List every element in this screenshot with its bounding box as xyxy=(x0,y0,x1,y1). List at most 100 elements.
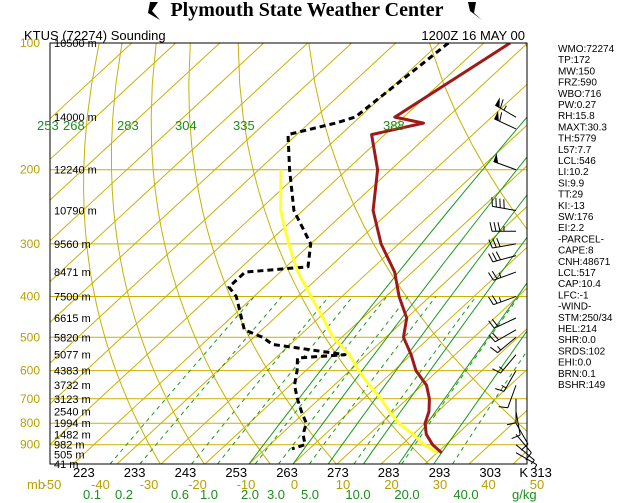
wind-barb xyxy=(488,329,517,343)
mixing-ratio-line xyxy=(139,296,283,464)
wind-barb xyxy=(515,422,529,451)
parcel-profile-line xyxy=(279,169,438,454)
pressure-tick-label: 100 xyxy=(20,36,40,50)
mixing-ratio-unit-label: g/kg xyxy=(512,487,537,502)
wind-barb-half-flag xyxy=(498,272,502,278)
wind-barb-flag xyxy=(511,434,521,440)
wind-barb-flag xyxy=(497,222,501,232)
height-label: 2540 m xyxy=(54,406,91,418)
moist-adiabat-line xyxy=(248,116,527,464)
moist-adiabat-line xyxy=(362,236,527,464)
moist-adiabat-line xyxy=(433,330,527,464)
wind-barb-staff xyxy=(515,444,535,461)
wind-barb xyxy=(488,317,517,329)
wind-barb xyxy=(493,153,517,171)
plot-frame xyxy=(49,42,528,465)
mixing-ratio-tick-label: 20.0 xyxy=(394,487,419,502)
index-line: CNH:48671 xyxy=(558,257,611,268)
isotherm-line xyxy=(50,43,309,283)
wind-barb-flag xyxy=(491,252,498,262)
mixing-ratio-tick-label: 40.0 xyxy=(453,487,478,502)
mixing-ratio-tick-label: 0.2 xyxy=(115,487,133,502)
wind-barb-flag xyxy=(488,253,494,263)
height-label: 16500 m xyxy=(54,38,97,50)
wind-barb-flag xyxy=(520,443,529,451)
wind-barb-flag xyxy=(489,222,493,232)
wind-barb-staff xyxy=(515,452,538,466)
pressure-tick-label: 700 xyxy=(20,392,40,406)
wind-barb-flag xyxy=(491,295,498,304)
index-line: STM:250/34 xyxy=(558,313,613,324)
wind-barb-flag xyxy=(488,272,494,281)
wind-barb-flag xyxy=(498,406,508,409)
height-label: 1482 m xyxy=(54,429,91,441)
mixing-ratio-tick-label: 2.0 xyxy=(241,487,259,502)
dry-adiabat-line xyxy=(150,43,271,464)
pressure-unit-label: mb xyxy=(27,477,45,492)
isotherm-line xyxy=(50,43,221,201)
wind-barb xyxy=(491,197,517,212)
index-line: SHR:0.0 xyxy=(558,335,596,346)
isotherm-line xyxy=(50,43,441,405)
sounding-profiles xyxy=(227,43,511,454)
index-line: WBO:716 xyxy=(558,89,602,100)
wind-barb-flag xyxy=(496,237,501,247)
dry-adiabat-line xyxy=(308,43,527,432)
height-label: 12240 m xyxy=(54,165,97,177)
isotherm-line xyxy=(50,43,133,120)
index-line: -PARCEL- xyxy=(558,234,604,245)
isotherm-line xyxy=(292,246,527,464)
index-line: TT:29 xyxy=(558,190,583,201)
wind-barb-staff xyxy=(493,295,517,306)
index-line: TP:172 xyxy=(558,55,591,66)
wind-barb-pennant xyxy=(495,97,500,108)
height-label: 1994 m xyxy=(54,418,91,430)
theta-line-label: 388 xyxy=(383,118,405,133)
height-label: 8471 m xyxy=(54,267,91,279)
index-line: PW:0.27 xyxy=(558,100,597,111)
wind-barb xyxy=(506,398,517,426)
mixing-ratio-line xyxy=(278,296,409,464)
wind-barb-staff xyxy=(515,411,521,436)
index-line: MAXT:30.3 xyxy=(558,122,607,133)
wind-barb xyxy=(494,97,517,118)
wind-barb xyxy=(488,270,517,281)
mixing-ratio-line xyxy=(109,296,255,464)
pressure-tick-label: 200 xyxy=(20,163,40,177)
wind-barb-flag xyxy=(488,334,496,343)
index-line: -WIND- xyxy=(558,302,591,313)
temperature-tick-label: 40 xyxy=(481,477,495,492)
kelvin-tick-label: 283 xyxy=(378,465,400,480)
index-line: SRDS:102 xyxy=(558,346,606,357)
mixing-ratio-line xyxy=(217,296,354,464)
index-line: SI:9.9 xyxy=(558,178,585,189)
wind-barb xyxy=(492,354,517,374)
height-label: 14000 m xyxy=(54,112,97,124)
temperature-tick-label: 0 xyxy=(291,477,298,492)
pressure-tick-label: 800 xyxy=(20,416,40,430)
stability-indices-panel: WMO:72274TP:172MW:150FRZ:590WBO:716PW:0.… xyxy=(558,44,615,391)
wind-barb-half-flag xyxy=(533,464,538,470)
index-line: LFC:-1 xyxy=(558,290,589,301)
isotherm-line xyxy=(116,83,527,464)
sounding-time: 1200Z 16 MAY 00 xyxy=(421,28,525,43)
temperature-tick-label: 30 xyxy=(433,477,447,492)
wind-barb-staff xyxy=(507,385,517,408)
temperature-tick-label: 50 xyxy=(530,477,544,492)
index-line: WMO:72274 xyxy=(558,44,615,55)
wind-barb-flag xyxy=(488,296,494,305)
temperature-tick-label: -30 xyxy=(140,477,159,492)
wind-barb-half-flag xyxy=(498,297,502,303)
pressure-tick-label: 400 xyxy=(20,289,40,303)
temperature-tick-label: -40 xyxy=(91,477,110,492)
wind-barb-flag xyxy=(499,99,504,109)
index-line: MW:150 xyxy=(558,66,595,77)
mixing-ratio-line xyxy=(254,296,388,464)
index-line: BSHR:149 xyxy=(558,380,606,391)
isotherm-line xyxy=(160,124,527,464)
wind-barb xyxy=(511,411,521,440)
isotherm-line xyxy=(72,43,527,464)
wind-barb-half-flag xyxy=(497,345,502,351)
